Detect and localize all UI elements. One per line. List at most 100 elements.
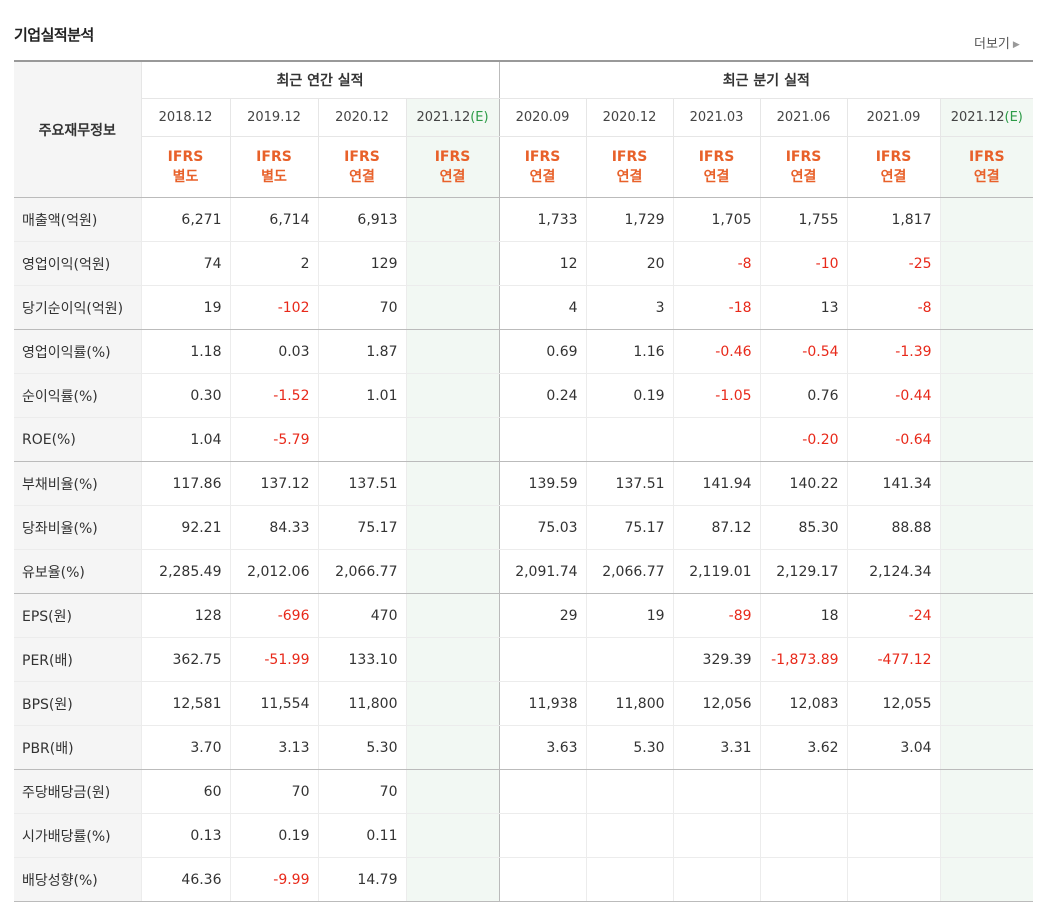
table-cell: 362.75 bbox=[140, 637, 230, 682]
table-cell: 1,729 bbox=[585, 197, 674, 242]
basis-type: 연결 bbox=[349, 169, 375, 185]
table-cell: 3.63 bbox=[498, 725, 587, 770]
basis-standard: IFRS bbox=[434, 149, 471, 165]
table-cell: 11,800 bbox=[317, 681, 406, 726]
table-cell: 329.39 bbox=[672, 637, 761, 682]
table-cell: 88.88 bbox=[846, 505, 941, 550]
basis-type: 연결 bbox=[880, 169, 907, 185]
table-cell: 137.51 bbox=[317, 461, 406, 506]
table-cell bbox=[405, 241, 500, 286]
table-cell: -51.99 bbox=[229, 637, 318, 682]
table-cell: 128 bbox=[140, 593, 230, 638]
annual-group-header: 최근 연간 실적 bbox=[140, 60, 500, 99]
table-cell: -1.39 bbox=[846, 329, 941, 374]
row-label: BPS(원) bbox=[14, 681, 141, 726]
table-cell: -0.20 bbox=[759, 417, 848, 462]
table-cell: 11,554 bbox=[229, 681, 318, 726]
period-header: 2020.12 bbox=[585, 98, 674, 137]
table-cell bbox=[498, 857, 587, 902]
basis-standard: IFRS bbox=[785, 149, 822, 165]
table-cell: 11,938 bbox=[498, 681, 587, 726]
table-cell: 140.22 bbox=[759, 461, 848, 506]
table-cell: 0.69 bbox=[498, 329, 587, 374]
period-label: 2021.06 bbox=[776, 110, 831, 125]
table-cell bbox=[939, 505, 1034, 550]
table-cell: 0.30 bbox=[140, 373, 230, 418]
table-cell: 60 bbox=[140, 769, 230, 814]
more-label: 더보기 bbox=[974, 37, 1010, 52]
table-cell: 2,066.77 bbox=[317, 549, 406, 594]
basis-header: IFRS 연결 bbox=[405, 136, 500, 198]
basis-type: 연결 bbox=[616, 169, 643, 185]
table-row: 주당배당금(원) 60 70 70 bbox=[14, 769, 1034, 814]
table-cell: 1,733 bbox=[498, 197, 587, 242]
financial-summary-table: 주요재무정보 최근 연간 실적 최근 분기 실적 2018.12 2019.12 2… bbox=[14, 60, 1034, 902]
table-cell bbox=[498, 637, 587, 682]
table-cell: 12 bbox=[498, 241, 587, 286]
table-cell: -0.46 bbox=[672, 329, 761, 374]
table-cell: -1,873.89 bbox=[759, 637, 848, 682]
table-cell: 129 bbox=[317, 241, 406, 286]
table-row: 유보율(%) 2,285.49 2,012.06 2,066.77 2,091.74 2,… bbox=[14, 549, 1034, 594]
row-label: ROE(%) bbox=[14, 417, 141, 462]
period-label: 2021.12 bbox=[950, 110, 1005, 125]
table-cell bbox=[939, 241, 1034, 286]
table-cell bbox=[405, 549, 500, 594]
caret-right-icon: ▶ bbox=[1012, 40, 1020, 50]
table-cell: -1.05 bbox=[672, 373, 761, 418]
estimate-mark: (E) bbox=[470, 110, 489, 125]
table-cell bbox=[939, 285, 1034, 330]
quarter-group-header: 최근 분기 실적 bbox=[498, 60, 1034, 99]
table-cell: 1.04 bbox=[140, 417, 230, 462]
basis-standard: IFRS bbox=[524, 149, 561, 165]
table-cell: 3.13 bbox=[229, 725, 318, 770]
table-cell: -18 bbox=[672, 285, 761, 330]
table-cell: 6,714 bbox=[229, 197, 318, 242]
period-label: 2020.12 bbox=[335, 110, 389, 125]
table-cell bbox=[939, 549, 1034, 594]
table-row: BPS(원) 12,581 11,554 11,800 11,938 11,800 12,0… bbox=[14, 681, 1034, 726]
table-cell: 137.51 bbox=[585, 461, 674, 506]
row-label: 시가배당률(%) bbox=[14, 813, 141, 858]
basis-standard: IFRS bbox=[698, 149, 735, 165]
more-link[interactable]: 더보기 ▶ bbox=[974, 33, 1020, 52]
table-cell: 70 bbox=[317, 769, 406, 814]
basis-standard: IFRS bbox=[968, 149, 1005, 165]
period-label: 2020.12 bbox=[602, 110, 657, 125]
basis-header: IFRS 연결 bbox=[759, 136, 848, 198]
table-cell bbox=[846, 813, 941, 858]
row-label: 당기순이익(억원) bbox=[14, 285, 141, 330]
table-cell: 74 bbox=[140, 241, 230, 286]
row-label: 영업이익률(%) bbox=[14, 329, 141, 374]
table-cell: 1.87 bbox=[317, 329, 406, 374]
table-cell bbox=[405, 373, 500, 418]
table-row: 순이익률(%) 0.30 -1.52 1.01 0.24 0.19 -1.05 0.76 -0.… bbox=[14, 373, 1034, 418]
row-label: 주당배당금(원) bbox=[14, 769, 141, 814]
table-cell: 70 bbox=[229, 769, 318, 814]
table-cell: 92.21 bbox=[140, 505, 230, 550]
period-label: 2019.12 bbox=[247, 110, 301, 125]
table-cell bbox=[585, 813, 674, 858]
table-cell bbox=[405, 593, 500, 638]
basis-header: IFRS 별도 bbox=[229, 136, 318, 198]
table-cell bbox=[405, 197, 500, 242]
table-cell: -8 bbox=[846, 285, 941, 330]
table-cell bbox=[405, 329, 500, 374]
table-cell: 14.79 bbox=[317, 857, 406, 902]
table-cell bbox=[939, 197, 1034, 242]
table-cell: 0.76 bbox=[759, 373, 848, 418]
table-cell bbox=[317, 417, 406, 462]
table-row: PBR(배) 3.70 3.13 5.30 3.63 5.30 3.31 3.62 3.04 bbox=[14, 725, 1034, 770]
basis-header: IFRS 연결 bbox=[939, 136, 1034, 198]
table-cell: 3 bbox=[585, 285, 674, 330]
basis-type: 연결 bbox=[973, 169, 1000, 185]
basis-type: 연결 bbox=[790, 169, 817, 185]
table-cell bbox=[759, 857, 848, 902]
table-cell bbox=[498, 813, 587, 858]
table-cell: 2 bbox=[229, 241, 318, 286]
table-cell bbox=[846, 857, 941, 902]
table-cell bbox=[585, 769, 674, 814]
table-row: PER(배) 362.75 -51.99 133.10 329.39 -1,873.89-… bbox=[14, 637, 1034, 682]
table-cell bbox=[846, 769, 941, 814]
table-cell: 3.70 bbox=[140, 725, 230, 770]
